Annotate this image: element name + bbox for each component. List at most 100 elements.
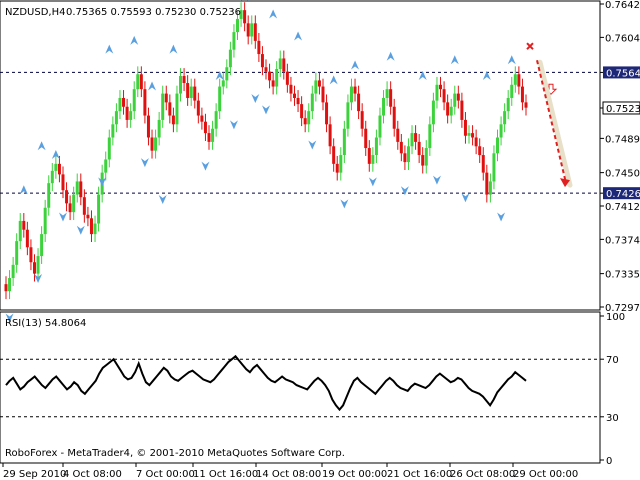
candle-body: [146, 115, 150, 138]
candle-body: [72, 194, 76, 213]
candle-body: [68, 203, 72, 213]
candle-body: [114, 111, 118, 125]
fractal-up-icon: [130, 35, 139, 45]
candle-body: [97, 194, 101, 224]
rsi-tick-label: 100: [606, 312, 625, 323]
candle-body: [132, 89, 136, 112]
rsi-panel-frame: [0, 311, 601, 464]
candle-body: [43, 207, 47, 235]
fractal-down-icon: [497, 212, 506, 222]
level-label: 0.75641: [606, 68, 640, 79]
candle-body: [460, 100, 464, 120]
candle-body: [54, 163, 58, 171]
candle-body: [378, 115, 382, 138]
candle-body: [82, 197, 86, 215]
candle-body: [431, 100, 435, 125]
level-label: 0.75236: [606, 104, 640, 115]
candle-body: [214, 111, 218, 129]
candle-body: [4, 284, 8, 292]
candle-body: [342, 128, 346, 156]
candle-body: [246, 23, 250, 37]
candle-body: [510, 84, 514, 98]
candle-body: [154, 137, 158, 151]
candle-body: [446, 102, 450, 116]
fractal-down-icon: [58, 212, 67, 222]
candle-body: [471, 133, 475, 138]
price-panel-frame: [0, 0, 601, 311]
candle-body: [456, 93, 460, 101]
fractal-down-icon: [98, 177, 107, 187]
candle-body: [186, 83, 190, 98]
candle-body: [517, 74, 521, 87]
candle-body: [203, 121, 207, 134]
candle-body: [506, 97, 510, 112]
candle-body: [513, 74, 517, 85]
candle-body: [50, 170, 54, 184]
rsi-title: RSI(13) 54.8064: [5, 318, 86, 329]
price-series: [0, 0, 600, 323]
fractal-up-icon: [386, 51, 395, 61]
rsi-line: [5, 354, 527, 412]
candle-body: [282, 58, 286, 72]
candle-body: [406, 146, 410, 163]
candle-body: [499, 124, 503, 138]
candle-body: [228, 49, 232, 68]
fractal-up-icon: [148, 81, 157, 91]
candle-body: [232, 32, 236, 50]
candle-body: [65, 190, 69, 204]
fractal-down-icon: [158, 194, 167, 204]
candle-body: [403, 153, 407, 163]
candle-body: [221, 80, 225, 87]
level-label-bg: [602, 101, 640, 115]
candle-body: [111, 124, 115, 138]
candle-body: [86, 214, 90, 219]
fractal-down-icon: [201, 161, 210, 171]
candle-body: [268, 71, 272, 81]
rsi-tick-label: 0: [606, 456, 612, 467]
candle-body: [410, 133, 414, 147]
fractal-down-icon: [34, 274, 43, 284]
candle-body: [503, 111, 507, 125]
fractal-down-icon: [461, 193, 470, 203]
x-tick-label: 14 Oct 08:00: [256, 469, 321, 480]
candle-body: [271, 80, 275, 87]
candle-body: [107, 137, 111, 160]
candle-body: [485, 172, 489, 195]
candle-body: [193, 86, 197, 101]
candle-body: [292, 93, 296, 98]
candle-body: [428, 124, 432, 149]
candle-body: [218, 86, 222, 112]
candle-body: [349, 86, 353, 103]
candle-body: [11, 264, 15, 279]
candle-body: [442, 89, 446, 103]
fractal-up-icon: [351, 60, 360, 70]
candle-body: [47, 183, 51, 208]
candle-body: [520, 86, 524, 103]
fractal-down-icon: [5, 313, 14, 323]
candle-body: [136, 74, 140, 90]
y-tick-label: 0.72970: [605, 303, 640, 314]
candle-body: [317, 80, 321, 87]
candle-body: [150, 137, 154, 151]
fractal-up-icon: [269, 9, 278, 19]
candle-body: [8, 278, 12, 292]
candle-body: [36, 256, 40, 274]
forecast-line: [536, 59, 567, 184]
fractal-up-icon: [215, 71, 224, 81]
fractal-down-icon: [262, 105, 270, 115]
level-label-bg: [603, 187, 640, 200]
candle-body: [25, 229, 29, 248]
fractal-up-icon: [169, 44, 178, 54]
candle-body: [200, 115, 204, 122]
candle-body: [314, 80, 318, 94]
candle-body: [157, 119, 161, 138]
fractal-down-icon: [229, 120, 238, 130]
candle-body: [496, 137, 500, 154]
candle-body: [57, 163, 61, 175]
candle-body: [325, 102, 329, 125]
candle-body: [211, 128, 215, 142]
